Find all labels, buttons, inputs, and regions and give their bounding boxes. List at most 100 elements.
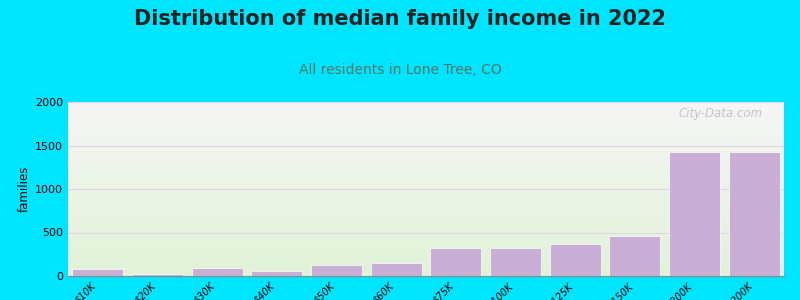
Bar [68,165,784,166]
Bar [68,191,784,192]
Bar [68,147,784,148]
Bar [68,124,784,125]
Bar [68,222,784,223]
Bar [68,256,784,257]
Bar [490,248,541,276]
Bar [68,127,784,128]
Bar [68,161,784,162]
Bar [610,236,660,276]
Bar [68,227,784,228]
Bar [68,153,784,154]
Bar [192,268,242,276]
Bar [68,188,784,189]
Bar [68,119,784,120]
Bar [68,102,784,103]
Bar [68,224,784,225]
Bar [68,272,784,273]
Bar [68,260,784,261]
Bar [68,118,784,119]
Bar [68,204,784,205]
Bar [68,205,784,206]
Bar [68,167,784,168]
Bar [68,122,784,123]
Bar [68,262,784,263]
Bar [68,231,784,232]
Bar [68,241,784,242]
Bar [68,140,784,141]
Bar [68,251,784,252]
Bar [68,273,784,274]
Bar [68,174,784,175]
Bar [68,106,784,107]
Bar [68,168,784,169]
Bar [68,177,784,178]
Bar [68,199,784,200]
Bar [68,129,784,130]
Bar [68,257,784,258]
Bar [550,244,601,276]
Bar [68,210,784,211]
Bar [68,237,784,238]
Bar [68,156,784,157]
Bar [68,230,784,231]
Bar [68,221,784,222]
Bar [68,159,784,160]
Bar [68,209,784,210]
Bar [68,217,784,218]
Bar [68,138,784,139]
Bar [68,219,784,220]
Bar [371,263,422,276]
Bar [68,142,784,143]
Bar [68,183,784,184]
Bar [68,186,784,187]
Bar [68,141,784,142]
Bar [68,135,784,136]
Bar [68,266,784,267]
Bar [68,218,784,219]
Bar [68,192,784,193]
Bar [68,206,784,207]
Bar [68,150,784,151]
Bar [68,235,784,236]
Bar [68,160,784,161]
Bar [68,226,784,227]
Bar [68,134,784,135]
Bar [132,274,183,276]
Bar [68,181,784,182]
Text: City-Data.com: City-Data.com [678,107,762,120]
Bar [68,136,784,137]
Bar [68,252,784,253]
Bar [68,130,784,131]
Bar [68,157,784,158]
Bar [68,228,784,229]
Bar [68,198,784,199]
Bar [68,105,784,106]
Bar [68,223,784,224]
Bar [68,258,784,259]
Bar [68,154,784,155]
Bar [251,271,302,276]
Text: Distribution of median family income in 2022: Distribution of median family income in … [134,9,666,29]
Bar [68,182,784,183]
Bar [68,197,784,198]
Bar [68,234,784,235]
Bar [68,137,784,138]
Bar [68,245,784,246]
Bar [68,200,784,201]
Bar [68,195,784,196]
Bar [68,244,784,245]
Bar [68,184,784,185]
Bar [68,259,784,260]
Bar [68,264,784,265]
Bar [73,269,123,276]
Bar [68,229,784,230]
Bar [68,240,784,241]
Bar [68,265,784,266]
Bar [68,104,784,105]
Text: All residents in Lone Tree, CO: All residents in Lone Tree, CO [298,63,502,77]
Bar [68,145,784,146]
Bar [68,189,784,190]
Bar [68,111,784,112]
Bar [68,268,784,269]
Bar [68,162,784,163]
